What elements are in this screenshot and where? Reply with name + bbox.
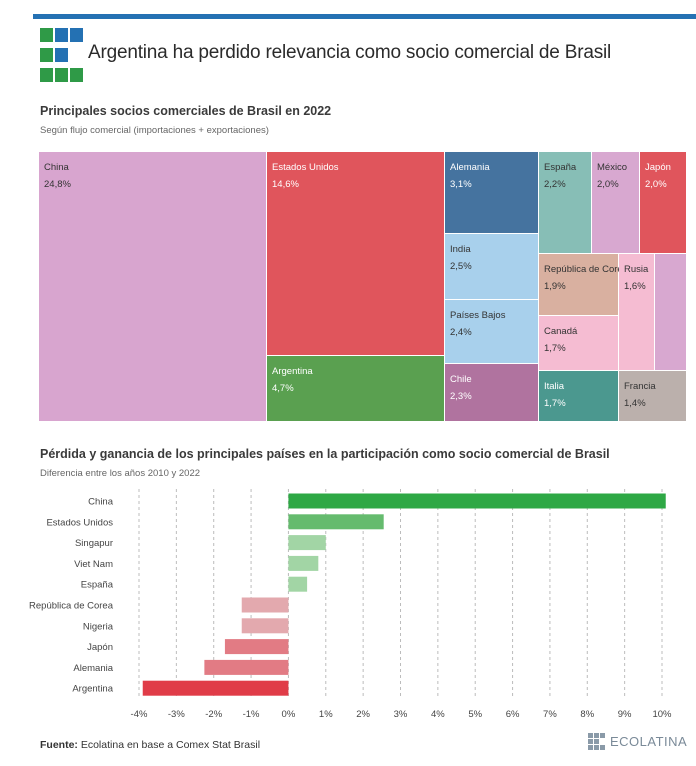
- category-label: Alemania: [73, 663, 113, 674]
- x-tick-label: 0%: [282, 709, 296, 720]
- bar: [288, 493, 666, 509]
- x-tick-label: 7%: [543, 709, 557, 720]
- brand-name: ECOLATINA: [610, 734, 688, 749]
- brand-grid-icon: [588, 733, 606, 751]
- treemap-title: Principales socios comerciales de Brasil…: [40, 104, 332, 118]
- bar: [204, 659, 289, 675]
- category-label: Viet Nam: [74, 559, 113, 570]
- page-title: Argentina ha perdido relevancia como soc…: [88, 42, 612, 63]
- bar: [224, 639, 289, 655]
- tile-india: India 2,5%: [445, 234, 539, 300]
- bar: [288, 535, 326, 551]
- category-label: Estados Unidos: [46, 517, 113, 528]
- bar-chart: -4% -3% -2% -1% 0% 1% 2% 3% 4% 5% 6% 7% 8% 9% 10% China…: [29, 489, 672, 720]
- tile-japon: Japón 2,0%: [640, 152, 687, 254]
- bar: [288, 514, 384, 530]
- bar: [241, 618, 289, 634]
- tile-francia: Francia 1,4%: [619, 371, 687, 422]
- tile-canada: Canadá 1,7%: [539, 316, 619, 371]
- tile-chile: Chile 2,3%: [445, 364, 539, 422]
- x-tick-label: 3%: [394, 709, 408, 720]
- x-tick-label: 6%: [506, 709, 520, 720]
- top-accent-bar: [33, 14, 696, 19]
- tile-argentina: Argentina 4,7%: [267, 356, 445, 422]
- source-label: Fuente:: [40, 739, 78, 751]
- category-label: República de Corea: [29, 601, 114, 612]
- tile-unlabeled: [655, 254, 687, 371]
- bar: [288, 555, 319, 571]
- x-tick-label: -3%: [168, 709, 185, 720]
- tile-republica-de-corea: República de Corea 1,9%: [539, 254, 628, 316]
- category-label: Nigeria: [83, 621, 114, 632]
- bar: [288, 576, 308, 592]
- tile-rusia: Rusia 1,6%: [619, 254, 655, 371]
- category-label: China: [88, 497, 114, 508]
- x-tick-label: 2%: [356, 709, 370, 720]
- x-tick-label: -2%: [205, 709, 222, 720]
- tile-paises-bajos: Países Bajos 2,4%: [445, 300, 539, 364]
- source-note: Fuente: Ecolatina en base a Comex Stat B…: [40, 739, 260, 751]
- source-text: Ecolatina en base a Comex Stat Brasil: [80, 739, 261, 751]
- x-tick-label: -4%: [131, 709, 148, 720]
- x-tick-label: 4%: [431, 709, 445, 720]
- category-label: Japón: [87, 642, 113, 653]
- treemap-chart: China 24,8% Estados Unidos 14,6% Argentina…: [39, 152, 687, 422]
- category-label: España: [81, 580, 114, 591]
- x-tick-label: 5%: [468, 709, 482, 720]
- x-tick-label: 10%: [652, 709, 672, 720]
- tile-estados-unidos: Estados Unidos 14,6%: [267, 152, 445, 356]
- tile-espana: España 2,2%: [539, 152, 592, 254]
- logo-icon: [40, 28, 84, 86]
- bar-chart-title: Pérdida y ganancia de los principales pa…: [40, 447, 610, 461]
- bar-chart-subtitle: Diferencia entre los años 2010 y 2022: [40, 468, 201, 479]
- treemap-subtitle: Según flujo comercial (importaciones + e…: [40, 125, 269, 136]
- tile-china: China 24,8%: [39, 152, 267, 422]
- bar: [241, 597, 289, 613]
- tile-italia: Italia 1,7%: [539, 371, 619, 422]
- x-tick-label: 9%: [618, 709, 632, 720]
- brand-logo: ECOLATINA: [588, 731, 688, 753]
- bar: [142, 680, 289, 696]
- category-label: Argentina: [72, 684, 113, 695]
- category-label: Singapur: [75, 538, 113, 549]
- x-tick-label: 1%: [319, 709, 333, 720]
- tile-alemania: Alemania 3,1%: [445, 152, 539, 234]
- x-tick-label: -1%: [243, 709, 260, 720]
- tile-mexico: México 2,0%: [592, 152, 640, 254]
- x-tick-label: 8%: [580, 709, 594, 720]
